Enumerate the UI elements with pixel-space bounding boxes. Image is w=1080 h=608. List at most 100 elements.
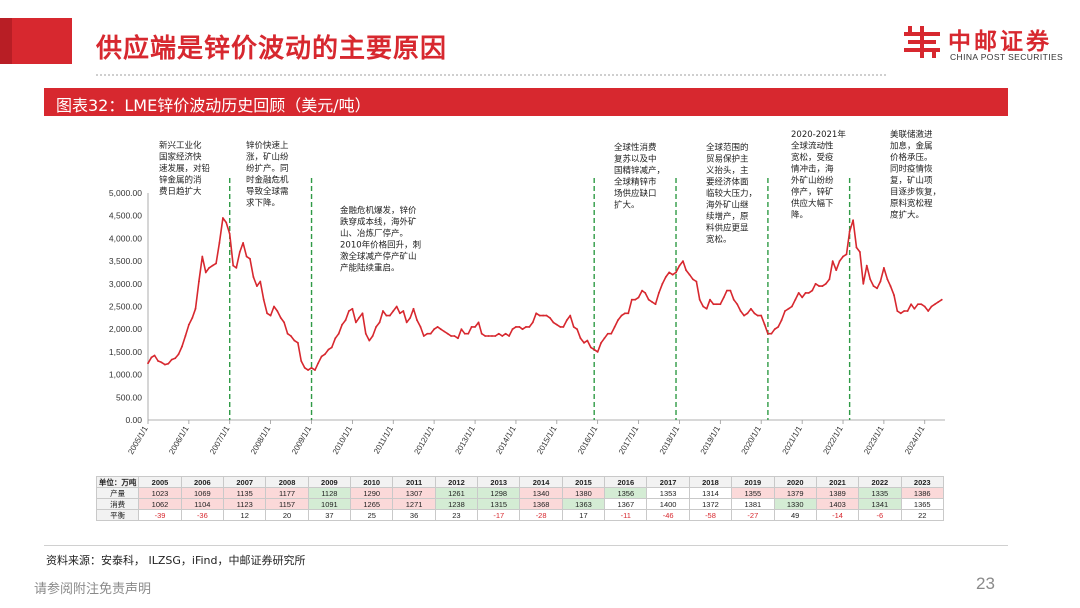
table-header-cell: 2019	[731, 476, 775, 488]
price-point	[245, 255, 248, 258]
price-point	[542, 314, 545, 317]
price-point	[705, 307, 708, 310]
price-point	[521, 328, 524, 331]
price-point	[562, 326, 565, 328]
price-point	[579, 337, 582, 340]
table-cell: -14	[815, 509, 860, 521]
price-point	[249, 257, 251, 260]
table-cell: 1368	[519, 498, 563, 510]
x-tick-label: 2007/1/1	[208, 424, 232, 456]
price-point	[470, 326, 473, 328]
price-point	[596, 351, 599, 353]
annotation-line: 涨，矿山纷	[246, 152, 289, 163]
price-point	[296, 341, 299, 344]
price-point	[565, 319, 568, 322]
table-cell: 17	[561, 509, 606, 521]
x-tick-label: 2021/1/1	[781, 424, 805, 456]
price-point	[286, 332, 289, 335]
table-cell: 1367	[604, 498, 648, 510]
price-point	[600, 341, 603, 344]
price-point	[773, 328, 776, 331]
y-tick-label: 3,500.00	[109, 256, 142, 266]
price-point	[552, 321, 555, 324]
annotation-line: 料供应更显	[706, 223, 749, 234]
table-cell: 1379	[773, 487, 817, 499]
price-point	[187, 323, 190, 326]
table-cell: -39	[138, 509, 182, 521]
price-point	[780, 319, 783, 322]
table-cell: 1177	[265, 487, 309, 499]
price-point	[671, 273, 674, 276]
price-point	[518, 326, 521, 328]
annotation-text: 锌价快速上涨，矿山纷纷扩产。同时金融危机导致全球需求下降。	[246, 140, 289, 209]
price-point	[917, 303, 919, 306]
table-cell: 49	[773, 509, 817, 521]
x-tick-label: 2014/1/1	[494, 424, 518, 456]
price-point	[559, 326, 562, 328]
x-tick-label: 2019/1/1	[699, 424, 723, 456]
table-body: 产量 1023 1069 1135 1177 1128 1290 1307 1261 1298 13…	[95, 487, 945, 521]
price-point	[610, 332, 613, 335]
price-point	[368, 339, 371, 342]
price-point	[337, 332, 340, 335]
annotation-line: 要经济体面	[706, 177, 749, 188]
annotation-line: 贸易保护主	[706, 154, 749, 165]
annotation-text: 全球性消费复苏以及中国精锌减产，全球精锌市场供应缺口扩大。	[614, 142, 665, 211]
price-point	[531, 321, 534, 324]
price-point	[732, 298, 735, 301]
table-header-cell: 2010	[350, 476, 394, 488]
annotation-line: 同时疫情恢	[890, 164, 933, 175]
price-point	[722, 296, 725, 299]
price-point	[620, 314, 623, 317]
price-point	[508, 335, 511, 337]
annotation-line: 全球流动性	[791, 141, 834, 152]
x-tick-label: 2023/1/1	[862, 424, 886, 456]
price-point	[344, 319, 347, 322]
table-cell: -27	[731, 509, 775, 521]
price-point	[480, 332, 483, 335]
table-header-cell: 2023	[900, 476, 945, 488]
table-cell: 1104	[180, 498, 225, 510]
x-tick-label: 2024/1/1	[903, 424, 927, 456]
disclaimer: 请参阅附注免责声明	[34, 582, 152, 597]
table-cell: 1023	[138, 487, 182, 499]
price-point	[749, 307, 752, 310]
price-point	[617, 319, 619, 322]
price-point	[743, 314, 745, 317]
table-cell: 23	[434, 509, 479, 521]
price-point	[358, 316, 360, 319]
price-point	[545, 314, 548, 317]
x-tick-label: 2015/1/1	[535, 424, 559, 456]
price-point	[855, 246, 858, 249]
price-point	[569, 314, 572, 317]
price-point	[637, 296, 640, 299]
table-header-cell: 2013	[477, 476, 521, 488]
table-header-cell: 2006	[180, 476, 225, 488]
y-tick-label: 0.00	[125, 415, 142, 425]
table-cell: 1091	[307, 498, 352, 510]
price-point	[283, 321, 286, 324]
price-point	[753, 312, 756, 315]
price-point	[392, 310, 395, 312]
price-point	[644, 291, 647, 294]
event-lines	[229, 178, 851, 420]
price-point	[398, 312, 401, 315]
price-point	[842, 255, 844, 258]
price-point	[767, 332, 769, 335]
price-point	[303, 366, 306, 369]
table-header-cell: 2011	[392, 476, 436, 488]
price-point	[429, 332, 432, 335]
price-point	[177, 353, 180, 356]
price-point	[409, 316, 412, 319]
price-point	[859, 251, 861, 253]
price-point	[831, 260, 834, 262]
price-point	[310, 366, 313, 369]
annotation-line: 加息，金属	[890, 141, 933, 152]
price-point	[361, 312, 364, 315]
price-point	[940, 298, 943, 301]
figure-title-bar: 图表32：LME锌价波动历史回顾（美元/吨）	[44, 88, 1008, 116]
price-point	[525, 326, 527, 328]
price-point	[276, 310, 279, 312]
table-cell: 1365	[900, 498, 945, 510]
zinc-price-chart: 0.00 500.00 1,000.00 1,500.00 2,000.00 2,500.…	[109, 129, 945, 456]
